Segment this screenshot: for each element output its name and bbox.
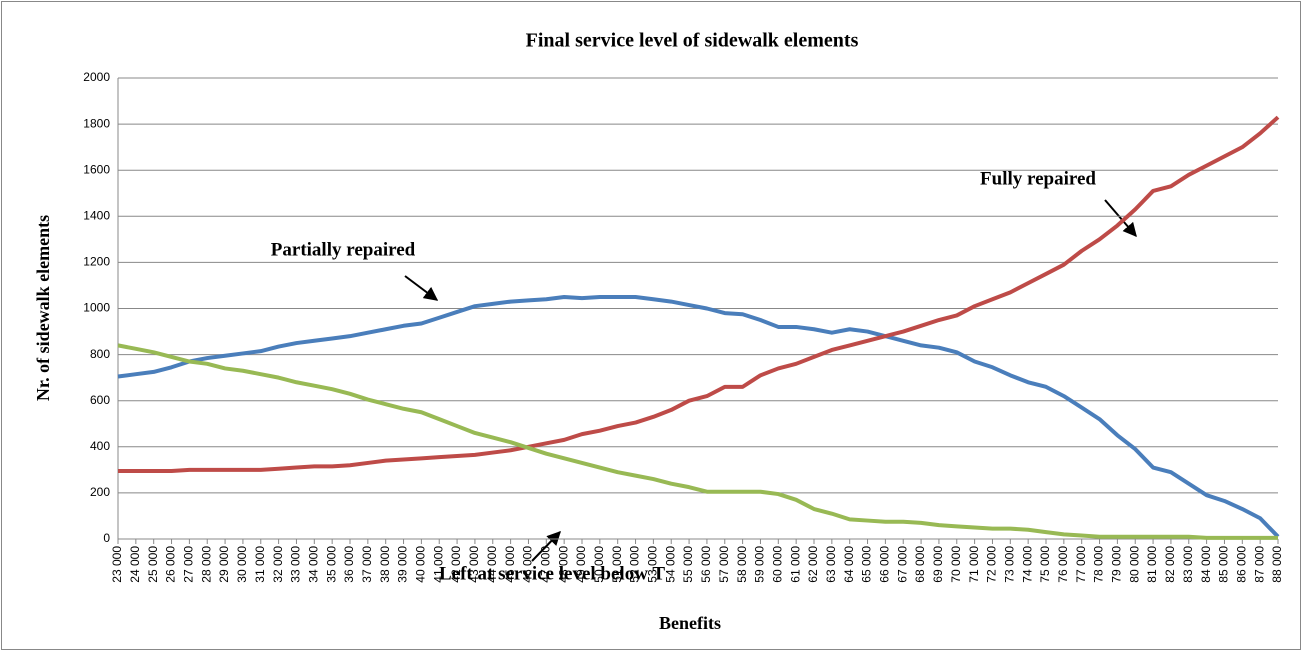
x-tick-label: 37 000	[360, 546, 374, 583]
x-tick-label: 64 000	[842, 546, 856, 583]
x-tick-label: 54 000	[663, 546, 677, 583]
x-tick-label: 67 000	[895, 546, 909, 583]
x-tick-label: 34 000	[306, 546, 320, 583]
x-tick-label: 74 000	[1020, 546, 1034, 583]
x-tick-label: 51 000	[610, 546, 624, 583]
x-tick-label: 47 000	[538, 546, 552, 583]
x-tick-label: 82 000	[1163, 546, 1177, 583]
y-tick-label: 1600	[83, 162, 110, 176]
x-tick-label: 75 000	[1038, 546, 1052, 583]
series-line	[117, 343, 1278, 540]
y-tick-label: 400	[90, 439, 110, 453]
x-tick-label: 62 000	[806, 546, 820, 583]
x-tick-label: 76 000	[1056, 546, 1070, 583]
x-tick-label: 25 000	[146, 546, 160, 583]
annotation-arrow	[404, 275, 439, 301]
x-tick-label: 65 000	[860, 546, 874, 583]
x-tick-label: 79 000	[1110, 546, 1124, 583]
x-tick-label: 46 000	[521, 546, 535, 583]
y-tick-label: 1400	[83, 208, 110, 222]
x-tick-label: 71 000	[967, 546, 981, 583]
x-tick-label: 77 000	[1074, 546, 1088, 583]
x-tick-label: 56 000	[699, 546, 713, 583]
x-tick-label: 29 000	[217, 546, 231, 583]
x-tick-label: 53 000	[646, 546, 660, 583]
x-tick-label: 39 000	[396, 546, 410, 583]
x-tick-label: 45 000	[503, 546, 517, 583]
x-tick-label: 72 000	[985, 546, 999, 583]
x-tick-label: 44 000	[485, 546, 499, 583]
x-tick-label: 81 000	[1145, 546, 1159, 583]
x-tick-label: 88 000	[1270, 546, 1284, 583]
x-tick-label: 73 000	[1002, 546, 1016, 583]
x-tick-label: 80 000	[1127, 546, 1141, 583]
x-tick-label: 48 000	[556, 546, 570, 583]
annotation: Fully repaired	[980, 168, 1096, 189]
x-tick-label: 83 000	[1181, 546, 1195, 583]
x-tick-label: 42 000	[449, 546, 463, 583]
x-tick-label: 78 000	[1092, 546, 1106, 583]
x-tick-label: 50 000	[592, 546, 606, 583]
x-tick-label: 26 000	[164, 546, 178, 583]
x-axis-label: Benefits	[659, 613, 721, 633]
y-tick-label: 1000	[83, 301, 110, 315]
x-tick-label: 69 000	[931, 546, 945, 583]
y-tick-label: 2000	[83, 70, 110, 84]
x-tick-label: 70 000	[949, 546, 963, 583]
y-tick-label: 0	[103, 531, 110, 545]
x-tick-label: 41 000	[431, 546, 445, 583]
x-tick-label: 30 000	[235, 546, 249, 583]
x-tick-label: 60 000	[770, 546, 784, 583]
x-tick-label: 52 000	[628, 546, 642, 583]
x-tick-label: 49 000	[574, 546, 588, 583]
x-tick-label: 87 000	[1252, 546, 1266, 583]
x-tick-label: 23 000	[110, 546, 124, 583]
x-tick-label: 36 000	[342, 546, 356, 583]
series-line	[118, 115, 1280, 474]
y-tick-label: 1800	[83, 116, 110, 130]
x-tick-label: 35 000	[324, 546, 338, 583]
annotation: Left at service level below T	[439, 563, 665, 584]
annotation-arrow	[1104, 199, 1137, 238]
x-tick-label: 59 000	[753, 546, 767, 583]
x-tick-label: 24 000	[128, 546, 142, 583]
y-axis-label: Nr. of sidewalk elements	[33, 215, 53, 401]
x-tick-label: 58 000	[735, 546, 749, 583]
x-tick-label: 66 000	[878, 546, 892, 583]
x-tick-label: 31 000	[253, 546, 267, 583]
x-tick-label: 85 000	[1217, 546, 1231, 583]
x-tick-label: 27 000	[182, 546, 196, 583]
x-tick-label: 63 000	[824, 546, 838, 583]
y-tick-label: 200	[90, 485, 110, 499]
annotation: Partially repaired	[271, 239, 416, 260]
x-tick-label: 86 000	[1234, 546, 1248, 583]
x-tick-label: 55 000	[681, 546, 695, 583]
x-tick-label: 84 000	[1199, 546, 1213, 583]
y-tick-label: 1200	[83, 255, 110, 269]
x-tick-label: 40 000	[414, 546, 428, 583]
x-tick-label: 43 000	[467, 546, 481, 583]
x-tick-label: 33 000	[289, 546, 303, 583]
chart-title: Final service level of sidewalk elements	[526, 30, 859, 52]
x-tick-label: 57 000	[717, 546, 731, 583]
x-tick-label: 68 000	[913, 546, 927, 583]
x-tick-label: 28 000	[199, 546, 213, 583]
annotation-arrow	[531, 530, 561, 562]
series-line	[117, 294, 1280, 539]
x-tick-label: 38 000	[378, 546, 392, 583]
x-tick-label: 61 000	[788, 546, 802, 583]
y-tick-label: 800	[90, 347, 110, 361]
y-tick-label: 600	[90, 393, 110, 407]
x-tick-label: 32 000	[271, 546, 285, 583]
